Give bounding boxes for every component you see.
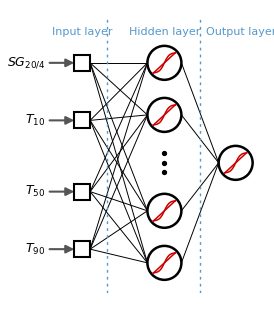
Text: Input layer: Input layer <box>52 27 112 37</box>
Circle shape <box>147 194 181 228</box>
Circle shape <box>147 46 181 80</box>
Text: $T_{90}$: $T_{90}$ <box>25 241 45 257</box>
Text: Output layer: Output layer <box>206 27 274 37</box>
Text: $T_{50}$: $T_{50}$ <box>25 184 45 199</box>
Text: $SG_{20/4}$: $SG_{20/4}$ <box>7 56 45 70</box>
Circle shape <box>219 146 253 180</box>
Bar <box>74 55 90 71</box>
Bar <box>74 184 90 200</box>
Bar <box>74 112 90 128</box>
Circle shape <box>147 246 181 280</box>
Circle shape <box>147 98 181 132</box>
Text: Hidden layer: Hidden layer <box>129 27 200 37</box>
Bar <box>74 241 90 257</box>
Text: $T_{10}$: $T_{10}$ <box>25 113 45 128</box>
